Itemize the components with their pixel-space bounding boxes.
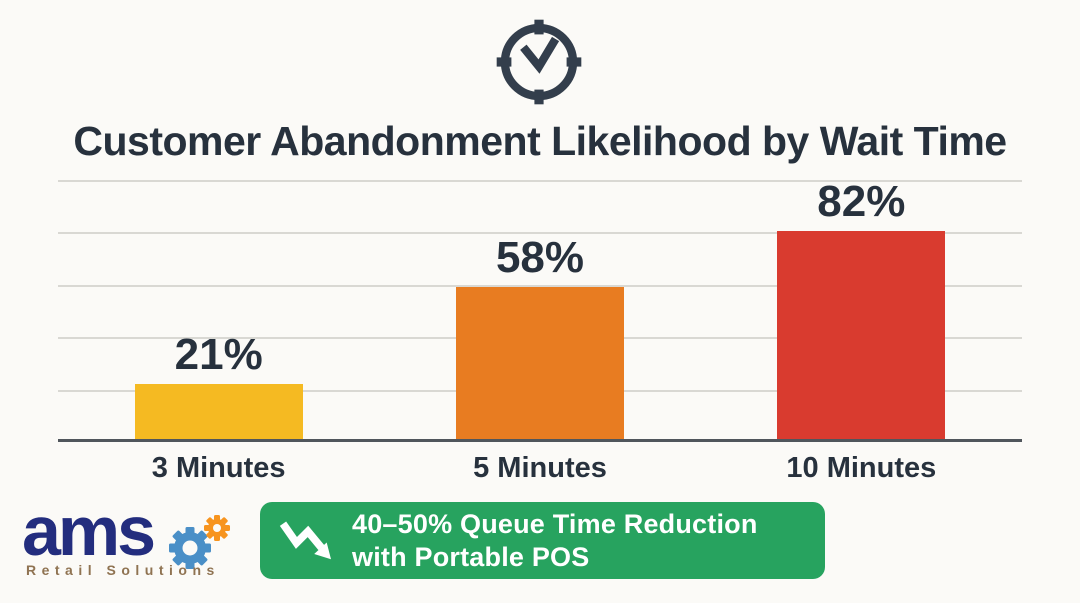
bar-group-10-minutes: 82%	[701, 180, 1022, 439]
clock-icon	[493, 16, 585, 108]
plot-area: 21% 58% 82%	[58, 180, 1022, 442]
trend-down-arrow-icon	[278, 517, 336, 565]
bar-group-3-minutes: 21%	[58, 180, 379, 439]
gears-icon	[160, 508, 238, 579]
x-axis-labels: 3 Minutes 5 Minutes 10 Minutes	[58, 452, 1022, 485]
x-label-5-minutes: 5 Minutes	[473, 452, 607, 484]
ams-logo: ams Retail Solutions	[22, 496, 252, 596]
bar-value-label: 82%	[817, 177, 906, 226]
logo-tagline: Retail Solutions	[26, 562, 220, 578]
bar-5-minutes	[455, 287, 624, 439]
bar-value-label: 58%	[495, 233, 585, 282]
bars-container: 21% 58% 82%	[58, 180, 1022, 439]
logo-wordmark: ams	[22, 492, 156, 570]
page-title: Customer Abandonment Likelihood by Wait …	[73, 118, 1007, 164]
bar-value-label: 21%	[174, 330, 263, 379]
banner-text: 40–50% Queue Time Reduction with Portabl…	[352, 508, 758, 574]
bar-3-minutes	[134, 384, 303, 439]
banner-line-1: 40–50% Queue Time Reduction	[352, 508, 758, 539]
gridline-60	[58, 284, 1022, 287]
x-label-3-minutes: 3 Minutes	[151, 452, 286, 484]
bar-group-5-minutes: 58%	[379, 180, 700, 439]
queue-reduction-banner: 40–50% Queue Time Reduction with Portabl…	[260, 502, 825, 579]
bar-10-minutes	[777, 231, 946, 439]
banner-line-2: with Portable POS	[352, 541, 590, 572]
x-label-10-minutes: 10 Minutes	[786, 452, 937, 484]
gridline-80	[58, 232, 1022, 235]
gridline-100	[58, 180, 1022, 182]
